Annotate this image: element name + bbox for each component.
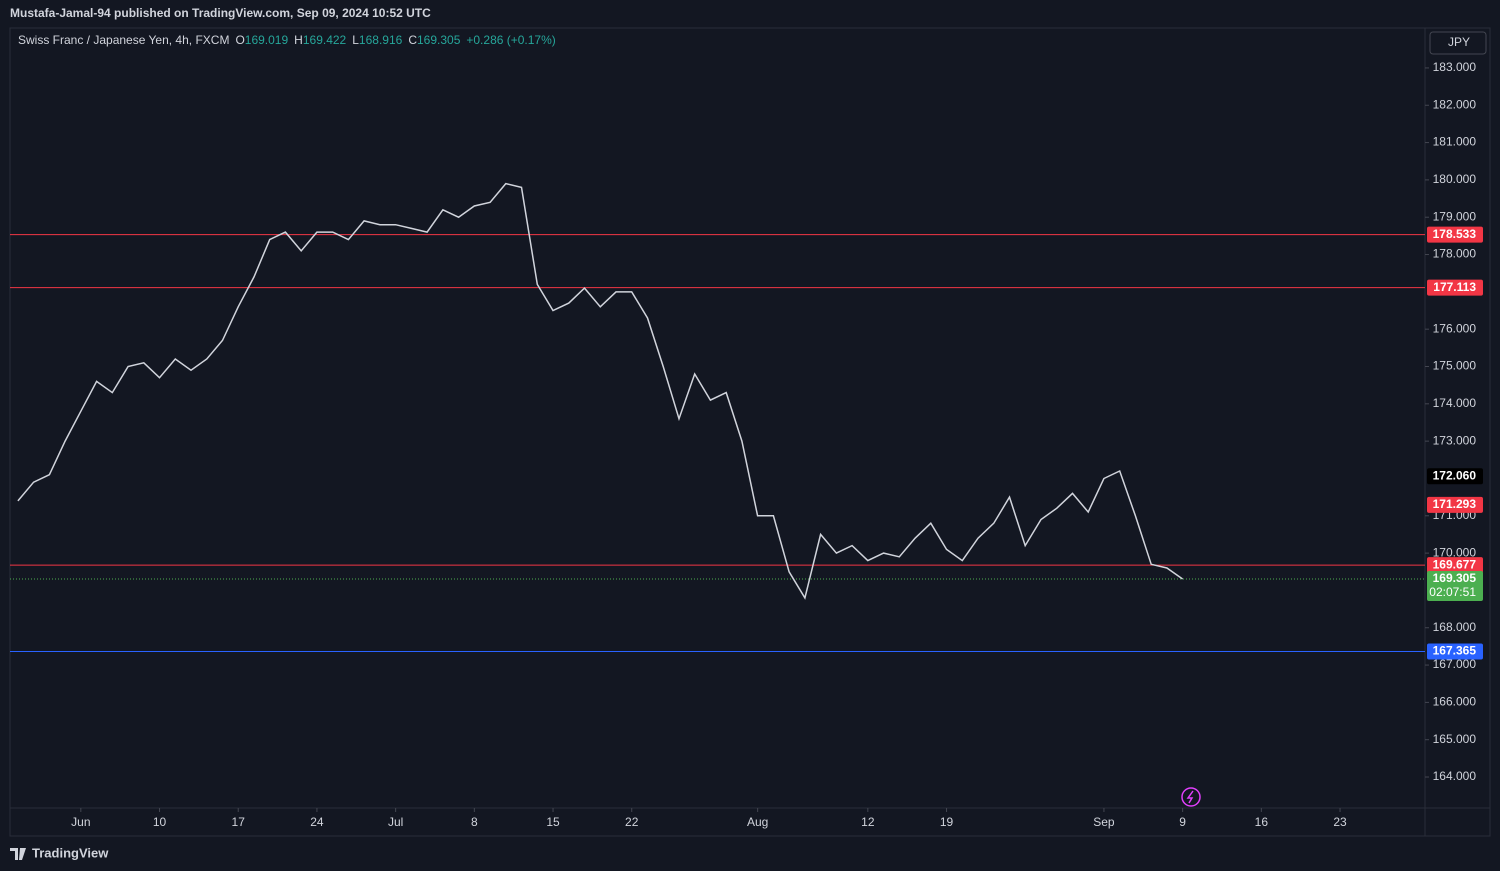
price-label-box — [1427, 468, 1483, 485]
currency-button[interactable] — [1429, 31, 1487, 55]
x-tick-label: Aug — [747, 815, 768, 829]
x-tick-label: 9 — [1179, 815, 1186, 829]
ohlc-value: 169.019 — [245, 33, 289, 47]
legend: Swiss Franc / Japanese Yen, 4h, FXCM O169… — [18, 33, 556, 47]
x-tick-label: 16 — [1255, 815, 1269, 829]
ohlc-label: C — [408, 33, 417, 47]
x-tick-label: 8 — [471, 815, 478, 829]
symbol: Swiss Franc / Japanese Yen, 4h, FXCM — [18, 33, 229, 47]
x-tick-label: 23 — [1333, 815, 1347, 829]
x-tick-label: 22 — [625, 815, 639, 829]
ohlc-label: L — [352, 33, 359, 47]
y-tick-label: 165.000 — [1433, 732, 1477, 746]
y-tick-label: 170.000 — [1433, 545, 1477, 559]
x-tick-label: 19 — [940, 815, 954, 829]
footer-logo: TradingView — [32, 845, 109, 860]
x-tick-label: Sep — [1093, 815, 1115, 829]
change: +0.286 (+0.17%) — [466, 33, 555, 47]
price-label-box — [1427, 226, 1483, 243]
y-tick-label: 179.000 — [1433, 209, 1477, 223]
y-tick-label: 180.000 — [1433, 172, 1477, 186]
price-label-box — [1427, 496, 1483, 513]
y-tick-label: 174.000 — [1433, 396, 1477, 410]
price-label-box — [1427, 571, 1483, 602]
x-tick-label: Jul — [388, 815, 403, 829]
alert-icon[interactable] — [1181, 787, 1201, 807]
price-label: 169.305 — [1433, 571, 1477, 585]
currency-label: JPY — [1448, 35, 1470, 49]
y-tick-label: 164.000 — [1433, 769, 1477, 783]
header: Mustafa-Jamal-94 published on TradingVie… — [10, 6, 431, 20]
y-tick-label: 183.000 — [1433, 60, 1477, 74]
ohlc-value: 168.916 — [359, 33, 403, 47]
x-tick-label: 17 — [232, 815, 246, 829]
countdown: 02:07:51 — [1429, 585, 1476, 599]
x-tick-label: 12 — [861, 815, 875, 829]
y-tick-label: 178.000 — [1433, 247, 1477, 261]
x-tick-label: 10 — [153, 815, 167, 829]
chart-frame — [9, 27, 1491, 837]
y-tick-label: 175.000 — [1433, 359, 1477, 373]
price-label: 167.365 — [1433, 644, 1477, 658]
y-tick-label: 167.000 — [1433, 657, 1477, 671]
y-tick-label: 182.000 — [1433, 97, 1477, 111]
y-tick-label: 176.000 — [1433, 321, 1477, 335]
ohlc-value: 169.422 — [303, 33, 347, 47]
x-tick-label: 15 — [546, 815, 560, 829]
x-tick-label: Jun — [71, 815, 90, 829]
ohlc-value: 169.305 — [417, 33, 461, 47]
price-label: 169.677 — [1433, 557, 1477, 571]
ohlc-label: H — [294, 33, 303, 47]
y-tick-label: 173.000 — [1433, 433, 1477, 447]
y-tick-label: 181.000 — [1433, 135, 1477, 149]
logo-mark — [10, 848, 26, 860]
y-tick-label: 166.000 — [1433, 695, 1477, 709]
ohlc-label: O — [235, 33, 244, 47]
price-label: 172.060 — [1433, 468, 1477, 482]
price-label-box — [1427, 643, 1483, 660]
price-label: 177.113 — [1433, 280, 1476, 294]
x-tick-label: 24 — [310, 815, 324, 829]
price-label: 178.533 — [1433, 227, 1477, 241]
price-line — [17, 182, 1184, 600]
price-label-box — [1427, 279, 1483, 296]
price-label-box — [1427, 557, 1483, 574]
y-tick-label: 168.000 — [1433, 620, 1477, 634]
price-label: 171.293 — [1433, 497, 1477, 511]
